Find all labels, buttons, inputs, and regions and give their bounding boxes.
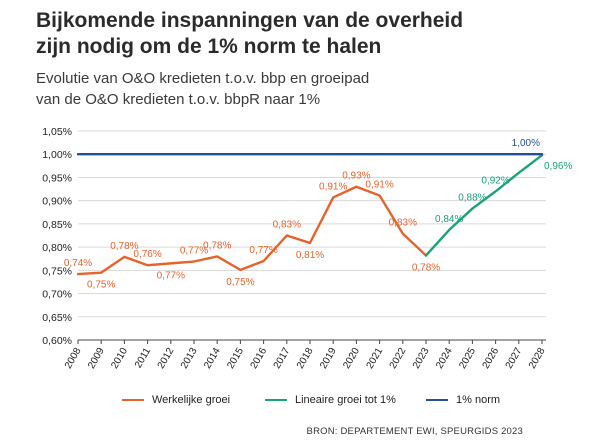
data-label-werkelijk: 0,78%: [203, 240, 231, 251]
x-tick-label: 2011: [133, 346, 153, 371]
x-tick-label: 2013: [179, 346, 200, 371]
data-label-werkelijk: 0,77%: [249, 245, 277, 256]
legend-label-lineaire-groei: Lineaire groei tot 1%: [295, 394, 396, 406]
chart-title-line-2: zijn nodig om de 1% norm te halen: [36, 35, 382, 58]
x-tick-label: 2015: [225, 346, 246, 371]
data-label-werkelijk: 0,78%: [412, 262, 440, 273]
series-line-lineair: [424, 153, 544, 257]
x-tick-label: 2019: [318, 346, 339, 371]
legend-label-werkelijke-groei: Werkelijke groei: [152, 394, 231, 406]
y-tick-label: 1,00%: [42, 149, 72, 161]
chart-subtitle-line-2: van de O&O kredieten t.o.v. bbpR naar 1%: [36, 91, 321, 108]
data-label-werkelijk: 0,93%: [342, 171, 370, 182]
x-tick-label: 2017: [272, 346, 293, 371]
data-label-werkelijk: 0,83%: [389, 218, 417, 229]
legend-swatch-1-procent-norm: [426, 399, 448, 401]
data-label-werkelijk: 0,76%: [133, 249, 161, 260]
chart-subtitle: Evolutie van O&O kredieten t.o.v. bbp en…: [36, 68, 576, 110]
x-tick-label: 2024: [434, 346, 455, 371]
chart-title-line-1: Bijkomende inspanningen van de overheid: [36, 9, 464, 32]
x-tick-label: 2014: [202, 346, 223, 371]
data-label-lineair: 0,92%: [481, 175, 509, 186]
data-label-werkelijk: 0,91%: [319, 181, 347, 192]
legend-item-lineaire-groei: Lineaire groei tot 1%: [265, 394, 396, 406]
chart-legend: Werkelijke groei Lineaire groei tot 1% 1…: [0, 394, 591, 412]
y-tick-label: 0,80%: [42, 242, 72, 254]
source-note: BRON: DEPARTEMENT EWI, SPEURGIDS 2023: [306, 426, 523, 437]
series-line-werkelijk: [76, 185, 428, 276]
x-tick-label: 2023: [411, 346, 432, 371]
y-tick-label: 0,70%: [42, 289, 72, 301]
legend-item-1-procent-norm: 1% norm: [426, 394, 500, 406]
data-label-lineair: 0,84%: [435, 214, 463, 225]
x-tick-label: 2026: [481, 346, 502, 371]
chart-title: Bijkomende inspanningen van de overheid …: [36, 8, 576, 60]
data-label-werkelijk: 0,74%: [64, 258, 92, 269]
data-label-werkelijk: 0,81%: [296, 250, 324, 261]
y-tick-label: 0,90%: [42, 196, 72, 208]
data-label-werkelijk: 0,75%: [226, 277, 254, 288]
x-tick-label: 2020: [341, 346, 362, 371]
data-label-werkelijk: 0,75%: [87, 280, 115, 291]
data-label-werkelijk: 0,78%: [110, 241, 138, 252]
data-label-werkelijk: 0,91%: [365, 180, 393, 191]
y-tick-label: 0,85%: [42, 219, 72, 231]
y-tick-label: 0,65%: [42, 312, 72, 324]
legend-item-werkelijke-groei: Werkelijke groei: [122, 394, 230, 406]
x-tick-label: 2012: [156, 346, 177, 371]
legend-swatch-werkelijke-groei: [122, 399, 144, 401]
data-label-werkelijk: 0,77%: [180, 246, 208, 257]
x-tick-label: 2016: [249, 346, 270, 371]
y-tick-label: 0,95%: [42, 172, 72, 184]
x-tick-label: 2021: [365, 346, 386, 371]
x-tick-label: 2022: [388, 346, 409, 371]
x-tick-label: 2009: [86, 346, 107, 371]
x-tick-label: 2010: [109, 346, 130, 371]
data-label-norm: 1,00%: [512, 138, 540, 149]
data-label-werkelijk: 0,83%: [273, 220, 301, 231]
chart-subtitle-line-1: Evolutie van O&O kredieten t.o.v. bbp en…: [36, 70, 370, 87]
y-tick-label: 0,75%: [42, 265, 72, 277]
x-tick-label: 2025: [457, 346, 478, 371]
x-tick-label: 2008: [63, 346, 84, 371]
data-label-lineair: 0,88%: [458, 193, 486, 204]
legend-label-1-procent-norm: 1% norm: [456, 394, 501, 406]
data-label-werkelijk: 0,77%: [157, 270, 185, 281]
y-tick-label: 1,05%: [42, 126, 72, 138]
x-tick-label: 2018: [295, 346, 316, 371]
x-tick-label: 2027: [504, 346, 525, 371]
data-label-lineair: 0,96%: [544, 161, 572, 172]
legend-swatch-lineaire-groei: [265, 399, 287, 401]
x-tick-label: 2028: [527, 346, 548, 371]
y-tick-label: 0,60%: [42, 335, 72, 347]
